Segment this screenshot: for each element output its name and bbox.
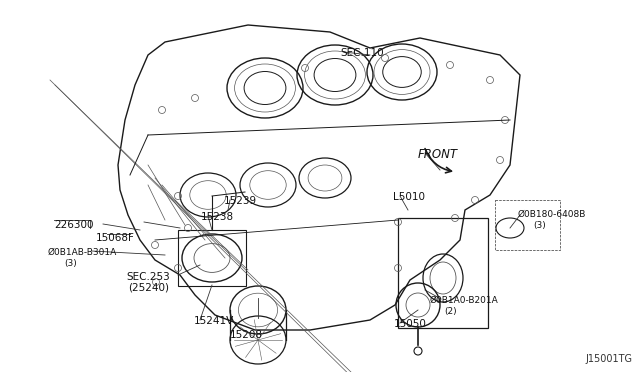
Text: (3): (3) bbox=[64, 259, 77, 268]
Text: 15068F: 15068F bbox=[96, 233, 135, 243]
Bar bbox=[398, 218, 488, 328]
Text: SEC.253: SEC.253 bbox=[126, 272, 170, 282]
Text: Ø0B1A0-B201A: Ø0B1A0-B201A bbox=[430, 296, 499, 305]
Text: Ø0B1AB-B301A: Ø0B1AB-B301A bbox=[48, 248, 117, 257]
Text: FRONT: FRONT bbox=[418, 148, 458, 161]
Text: (2): (2) bbox=[444, 307, 456, 316]
Text: L5010: L5010 bbox=[393, 192, 425, 202]
Text: 226300: 226300 bbox=[54, 220, 93, 230]
Text: 15241V: 15241V bbox=[194, 316, 234, 326]
Text: 15050: 15050 bbox=[394, 319, 427, 329]
Text: 15208: 15208 bbox=[230, 330, 263, 340]
Text: 15238: 15238 bbox=[201, 212, 234, 222]
Text: (25240): (25240) bbox=[128, 283, 169, 293]
Bar bbox=[178, 230, 246, 286]
Text: SEC.110: SEC.110 bbox=[340, 48, 383, 58]
Text: (3): (3) bbox=[533, 221, 546, 230]
Text: J15001TG: J15001TG bbox=[585, 354, 632, 364]
Text: Ø0B180-6408B: Ø0B180-6408B bbox=[518, 210, 586, 219]
Text: 15239: 15239 bbox=[224, 196, 257, 206]
